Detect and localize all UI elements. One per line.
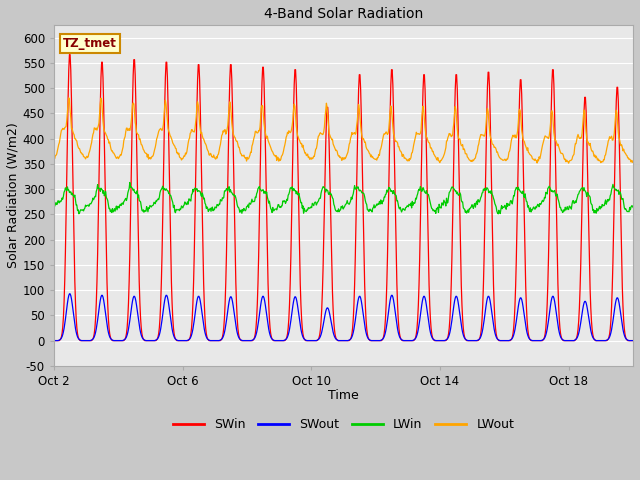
SWout	[262, 302, 269, 308]
LWin	[519, 188, 527, 194]
X-axis label: Time: Time	[328, 389, 359, 402]
LWout	[565, 160, 573, 166]
LWout	[518, 132, 526, 138]
Line: SWin: SWin	[54, 55, 633, 341]
SWin	[72, 300, 79, 305]
LWout	[262, 130, 269, 135]
SWout	[379, 336, 387, 342]
LWin	[262, 189, 269, 194]
Text: TZ_tmet: TZ_tmet	[63, 37, 116, 50]
LWin	[126, 180, 134, 185]
LWout	[292, 123, 300, 129]
SWin	[262, 142, 269, 148]
LWin	[629, 204, 637, 210]
SWin	[292, 82, 300, 87]
SWout	[72, 325, 79, 331]
SWin	[50, 338, 58, 344]
Y-axis label: Solar Radiation (W/m2): Solar Radiation (W/m2)	[7, 122, 20, 268]
SWin	[518, 117, 526, 123]
Line: LWin: LWin	[54, 182, 633, 214]
Legend: SWin, SWout, LWin, LWout: SWin, SWout, LWin, LWout	[168, 413, 519, 436]
LWout	[50, 154, 58, 160]
LWin	[379, 198, 387, 204]
LWout	[65, 95, 72, 101]
LWout	[629, 158, 637, 164]
LWin	[292, 191, 300, 197]
LWin	[187, 198, 195, 204]
Line: LWout: LWout	[54, 98, 633, 163]
SWout	[292, 296, 300, 301]
LWin	[71, 192, 79, 198]
SWin	[629, 338, 637, 344]
SWin	[379, 336, 387, 342]
LWout	[72, 136, 79, 142]
SWin	[67, 52, 74, 58]
SWout	[50, 338, 58, 344]
SWout	[65, 291, 73, 297]
Line: SWout: SWout	[54, 294, 633, 341]
Title: 4-Band Solar Radiation: 4-Band Solar Radiation	[264, 7, 423, 21]
SWout	[518, 300, 526, 305]
SWin	[187, 331, 195, 336]
LWin	[50, 203, 58, 209]
LWin	[494, 211, 502, 217]
LWout	[379, 136, 387, 142]
SWout	[187, 334, 195, 340]
SWout	[629, 338, 637, 344]
LWout	[187, 130, 195, 135]
